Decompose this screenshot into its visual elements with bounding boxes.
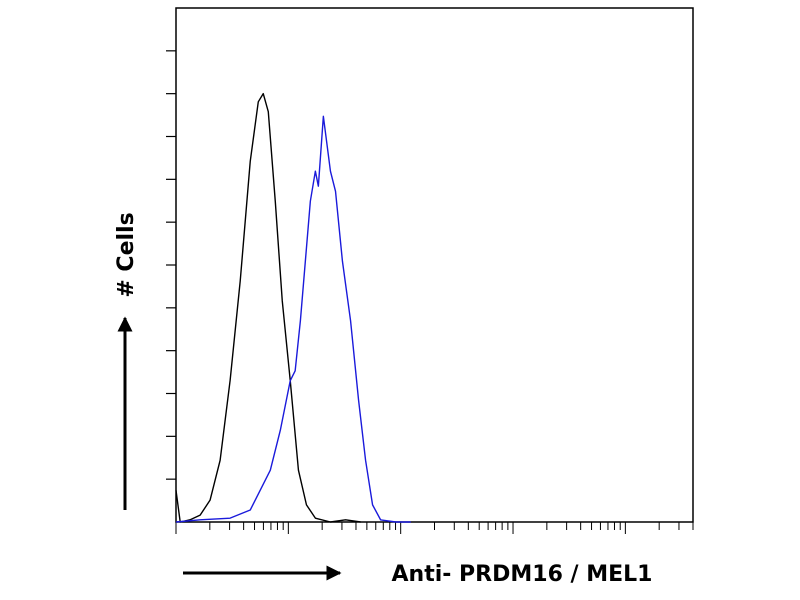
x-axis-label: Anti- PRDM16 / MEL1 <box>392 562 653 587</box>
histogram-line <box>175 115 411 523</box>
y-axis-label: # Cells <box>114 212 139 297</box>
plot-frame <box>175 7 694 523</box>
histogram-line <box>175 92 361 523</box>
